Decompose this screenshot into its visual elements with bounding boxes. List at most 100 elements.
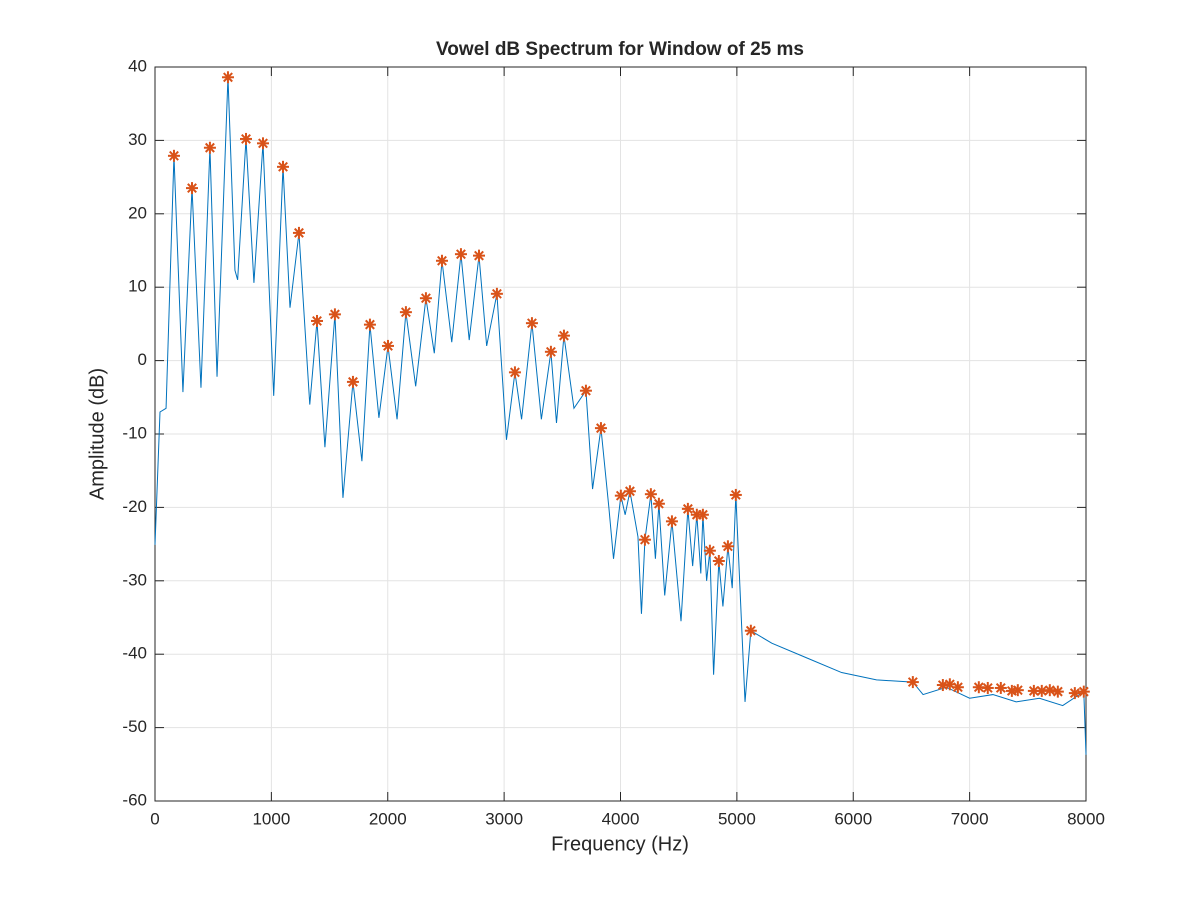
peak-marker [1051,685,1064,698]
marker-stroke [258,138,268,149]
peak-marker [328,308,341,321]
peak-marker [652,497,665,510]
marker-stroke [348,376,358,387]
marker-stroke [937,680,948,690]
marker-stroke [312,316,322,326]
marker-stroke [595,423,606,434]
marker-stroke [491,288,502,299]
peak-marker [508,366,521,379]
peak-marker [696,508,709,521]
peak-marker [240,132,253,145]
marker-stroke [474,250,484,261]
peak-marker [721,540,734,553]
spectrum-line [154,77,1087,755]
peak-marker [292,226,305,239]
marker-stroke [169,150,179,161]
peak-marker [544,345,557,358]
peak-marker [594,422,607,435]
y-tick-label: 20 [128,203,147,222]
x-tick-label: 3000 [485,809,523,828]
peak-marker [310,314,323,327]
marker-stroke [437,255,447,266]
marker-stroke [615,490,626,501]
marker-stroke [420,293,431,304]
peak-marker [1077,685,1090,698]
marker-stroke [329,309,340,320]
x-tick-label: 2000 [369,809,407,828]
peak-marker [703,544,716,557]
marker-stroke [973,682,984,693]
marker-stroke [241,133,251,144]
marker-stroke [995,683,1006,693]
marker-stroke [1012,685,1023,696]
peak-marker [579,384,592,397]
peak-marker [490,287,503,300]
marker-stroke [1052,686,1063,697]
marker-stroke [278,161,288,172]
peak-marker [203,141,216,154]
peak-marker [277,160,290,173]
marker-stroke [645,489,656,500]
y-tick-label: -40 [122,644,147,663]
y-tick-label: 40 [128,56,147,75]
marker-stroke [944,679,955,690]
peak-marker [644,488,657,501]
peak-marker [681,502,694,515]
y-tick-label: -10 [122,423,147,442]
peak-marker [186,182,199,195]
peak-marker [525,317,538,330]
marker-stroke [456,249,466,260]
y-tick-label: -60 [122,790,147,809]
marker-stroke [952,682,963,693]
chart-title: Vowel dB Spectrum for Window of 25 ms [436,39,804,60]
peak-marker [665,515,678,528]
y-tick-label: -50 [122,717,147,736]
y-axis-label: Amplitude (dB) [86,368,108,500]
marker-stroke [682,503,693,514]
peak-marker [472,249,485,262]
marker-stroke [400,307,411,318]
marker-stroke [1078,686,1089,697]
peak-marker [1035,684,1048,697]
peak-marker [712,554,725,567]
marker-stroke [545,346,556,357]
marker-stroke [697,509,708,520]
peak-marker [1068,687,1081,700]
x-tick-label: 6000 [834,809,872,828]
peak-marker [981,681,994,694]
x-tick-label: 0 [150,809,159,828]
peak-marker [994,681,1007,694]
marker-stroke [666,516,677,527]
x-tick-label: 1000 [252,809,290,828]
marker-stroke [704,545,715,556]
y-tick-label: 30 [128,130,147,149]
marker-stroke [364,319,375,330]
peak-marker [1043,684,1056,697]
marker-stroke [982,683,993,693]
marker-stroke [1044,685,1055,696]
y-tick-label: -20 [122,497,147,516]
marker-stroke [624,486,635,497]
peak-marker [363,318,376,331]
peak-marker [346,375,359,388]
peak-marker [744,624,757,637]
peak-marker [614,489,627,502]
marker-stroke [1028,685,1039,696]
marker-stroke [204,142,215,153]
marker-stroke [653,498,664,509]
y-tick-label: 0 [138,350,147,369]
marker-stroke [713,556,724,566]
axes-box [154,66,1087,802]
marker-stroke [1036,685,1047,696]
marker-stroke [907,677,918,688]
x-axis-label: Frequency (Hz) [551,833,689,855]
peak-marker [951,681,964,694]
marker-stroke [383,340,393,351]
y-tick-label: 10 [128,277,147,296]
marker-stroke [639,534,650,545]
marker-stroke [722,541,733,552]
marker-stroke [580,385,591,396]
peak-marker [557,329,570,342]
peak-marker [381,339,394,352]
